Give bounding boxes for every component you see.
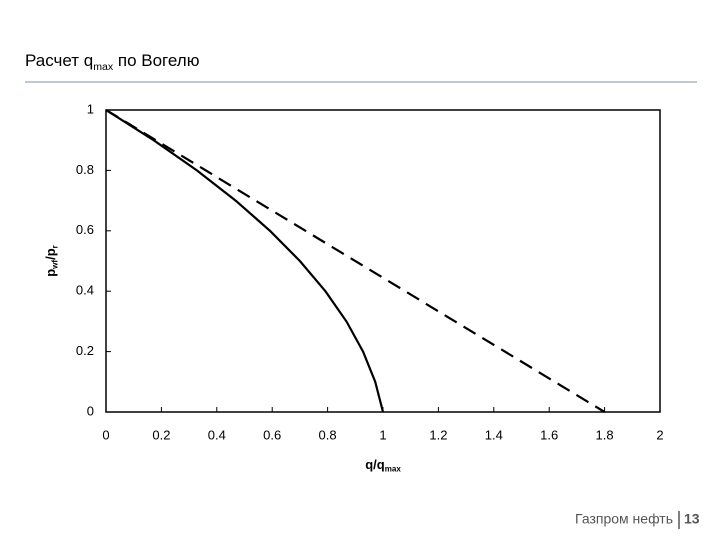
- subscript: r: [51, 244, 60, 248]
- x-axis-label: q/qmax: [365, 457, 401, 473]
- subscript: wf: [51, 260, 60, 270]
- x-tick-label: 0.4: [208, 427, 226, 442]
- subscript: max: [385, 465, 402, 474]
- y-tick-label: 0.4: [76, 283, 94, 298]
- x-tick-label: 0.6: [263, 427, 281, 442]
- plot-frame: [105, 109, 661, 413]
- y-tick-label: 0: [87, 403, 94, 418]
- y-axis-label: pwf/pr: [43, 244, 59, 276]
- data-line: [105, 109, 606, 413]
- y-tick-label: 0.2: [76, 343, 94, 358]
- x-tick-label: 1.2: [429, 427, 447, 442]
- x-tick-label: 0: [102, 427, 109, 442]
- text-part: Расчет q: [25, 51, 93, 70]
- y-tick-label: 0.6: [76, 222, 94, 237]
- slide-title: Расчет qmax по Вогелю: [25, 51, 200, 72]
- x-tick-label: 0.2: [152, 427, 170, 442]
- page-number: 13: [684, 511, 700, 527]
- data-line: [105, 109, 385, 413]
- subscript: max: [93, 61, 114, 73]
- text-part: /p: [43, 248, 58, 260]
- footer-company: Газпром нефть: [575, 511, 673, 527]
- x-tick-label: 1: [379, 427, 386, 442]
- x-tick-label: 2: [656, 427, 663, 442]
- text-part: q/q: [365, 457, 385, 472]
- y-tick-label: 1: [87, 101, 94, 116]
- text-part: по Вогелю: [113, 51, 200, 70]
- y-tick-label: 0.8: [76, 162, 94, 177]
- x-tick-label: 1.4: [485, 427, 503, 442]
- x-tick-label: 1.6: [540, 427, 558, 442]
- x-tick-label: 1.8: [596, 427, 614, 442]
- x-tick-label: 0.8: [319, 427, 337, 442]
- text-part: p: [43, 269, 58, 277]
